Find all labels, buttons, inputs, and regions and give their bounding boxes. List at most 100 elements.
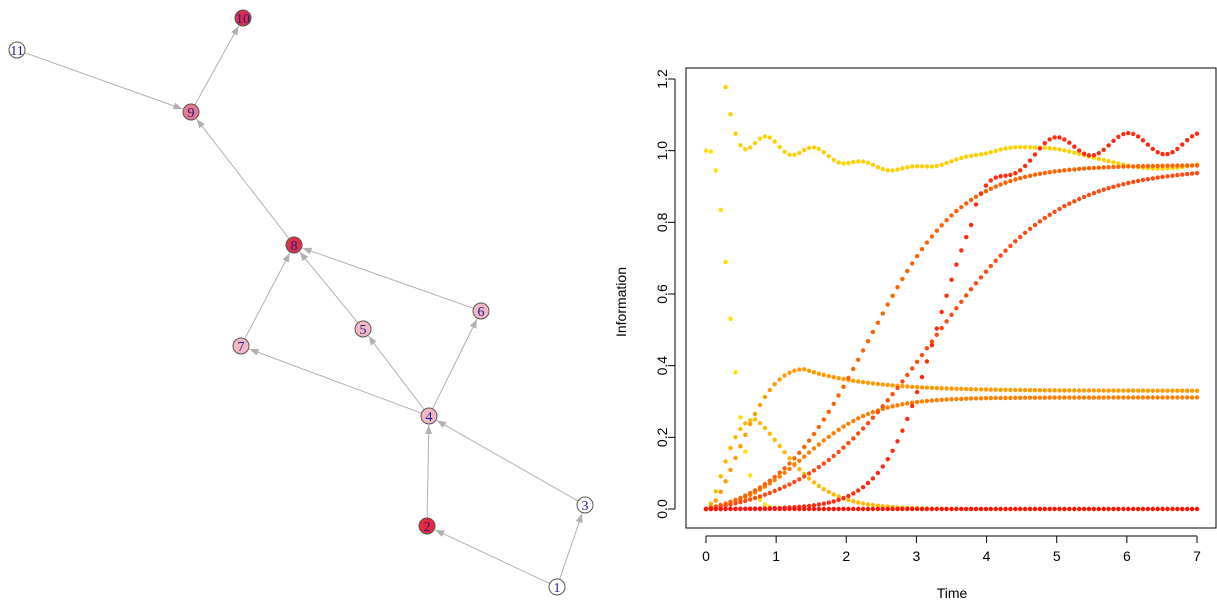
series-3-point	[713, 489, 718, 494]
series-5-point	[1072, 395, 1077, 400]
series-4-point	[836, 376, 841, 381]
series-2-point	[836, 160, 841, 165]
series-2-point	[865, 160, 871, 165]
series-2-point	[1077, 151, 1082, 157]
series-7-point	[944, 319, 949, 324]
network-edge-8-9	[196, 118, 290, 239]
series-6-point	[846, 375, 851, 381]
series-4	[703, 367, 1200, 512]
series-2-point	[1062, 148, 1067, 153]
series-5-point	[1126, 395, 1131, 400]
series-6-point	[1022, 174, 1028, 180]
series-7-point	[1081, 194, 1087, 200]
series-5-point	[1018, 395, 1023, 400]
series-8-point	[1008, 172, 1013, 178]
series-7-point	[1062, 204, 1067, 209]
series-9-point	[1111, 506, 1116, 512]
series-7-point	[757, 494, 763, 499]
series-9-point	[1126, 506, 1131, 512]
series-7-point	[1131, 179, 1136, 185]
series-4-point	[782, 373, 787, 378]
series-6-point	[787, 461, 792, 466]
series-9-point	[870, 506, 876, 512]
series-8-point	[1106, 143, 1111, 148]
series-8-point	[1052, 135, 1057, 140]
series-6-point	[1189, 163, 1195, 168]
series-5-point	[964, 396, 969, 401]
series-8-point	[959, 248, 964, 253]
series-5-point	[934, 398, 939, 403]
series-4-point	[713, 498, 718, 503]
series-9-point	[973, 506, 979, 512]
series-4-point	[949, 386, 954, 391]
y-axis-title: Information	[613, 267, 629, 337]
series-9-point	[733, 506, 738, 512]
series-5-point	[1145, 395, 1151, 400]
series-8-point	[1091, 153, 1097, 158]
series-7-point	[831, 453, 836, 459]
series-2-point	[846, 160, 851, 166]
series-9-point	[846, 506, 851, 512]
series-9	[703, 506, 1200, 512]
series-7-point	[743, 498, 748, 504]
series-8-point	[964, 234, 969, 240]
series-4-point	[914, 384, 920, 390]
series-5-point	[1086, 395, 1092, 400]
series-2-point	[939, 162, 944, 167]
series-4-point	[959, 386, 964, 392]
series-4-point	[964, 386, 969, 392]
series-7-point	[865, 421, 871, 426]
series-2-point	[875, 165, 881, 170]
series-4-point	[802, 367, 807, 372]
series-4-point	[743, 432, 748, 437]
series-7-point	[1086, 192, 1092, 198]
series-9-point	[944, 506, 949, 512]
series-8-point	[939, 309, 944, 315]
series-7-point	[1165, 174, 1170, 179]
series-9-point	[998, 506, 1003, 512]
series-8-point	[949, 277, 954, 282]
series-5-point	[1155, 395, 1160, 400]
series-8-point	[1013, 171, 1018, 176]
network-node-label: 11	[10, 44, 23, 59]
series-4-point	[1116, 388, 1121, 393]
series-9-point	[1155, 506, 1160, 512]
series-5-point	[1042, 395, 1048, 400]
y-tick-label: 1.2	[654, 69, 670, 89]
network-node-label: 6	[478, 305, 485, 320]
series-6-point	[1145, 163, 1151, 169]
series-6-point	[743, 493, 748, 498]
series-4-point	[1013, 387, 1018, 393]
series-2-point	[1047, 146, 1052, 151]
series-7-point	[919, 352, 925, 358]
series-9-point	[885, 506, 890, 512]
series-7-point	[856, 431, 861, 436]
series-7-point	[1091, 190, 1097, 196]
series-3-point	[821, 487, 826, 492]
series-9-point	[782, 506, 787, 512]
series-4-point	[1121, 388, 1126, 393]
series-9-point	[993, 506, 998, 512]
series-5-point	[1189, 395, 1195, 400]
series-7-point	[841, 445, 846, 450]
series-5-point	[919, 399, 925, 404]
series-2-point	[978, 152, 984, 157]
network-edge-9-10	[194, 25, 240, 106]
series-5-point	[1180, 395, 1185, 400]
series-5-point	[1096, 395, 1102, 400]
series-3-point	[831, 492, 836, 497]
series-9-point	[723, 506, 728, 512]
series-8-point	[885, 457, 890, 462]
series-2-point	[816, 146, 822, 152]
series-4-point	[856, 379, 861, 384]
series-7-point	[1096, 189, 1102, 194]
series-1-point	[738, 415, 743, 420]
series-5-point	[1116, 395, 1121, 400]
series-6-point	[895, 285, 900, 290]
series-4-point	[762, 394, 768, 400]
series-5-point	[1194, 395, 1200, 400]
series-1-point	[718, 207, 723, 212]
series-2-point	[1106, 159, 1111, 164]
series-2-point	[983, 151, 989, 156]
series-9-point	[1077, 506, 1082, 512]
